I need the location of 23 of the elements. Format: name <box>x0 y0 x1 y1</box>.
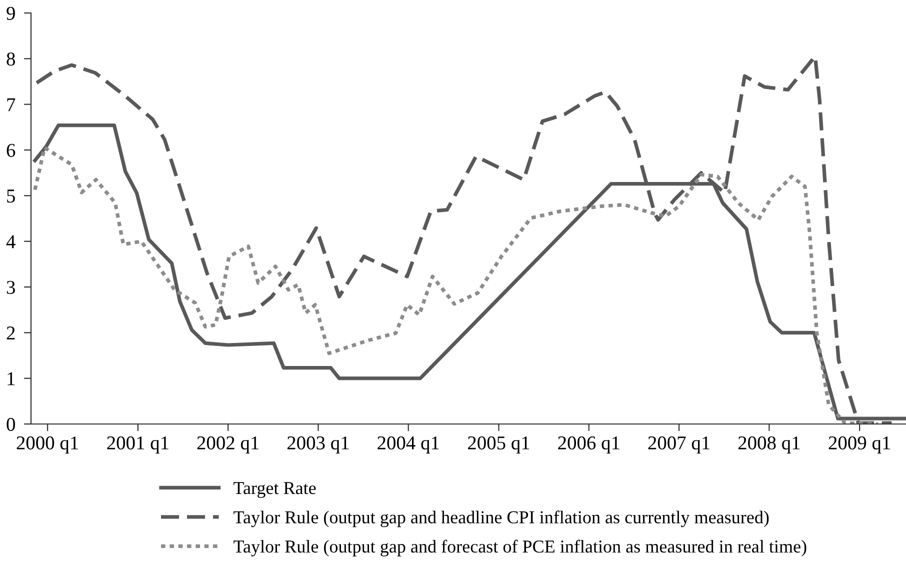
x-tick-label: 2003 q1 <box>287 436 349 454</box>
x-tick-label: 2005 q1 <box>468 436 530 454</box>
y-tick-label: 4 <box>6 235 16 248</box>
legend-label: Target Rate <box>234 482 316 498</box>
legend-label: Taylor Rule (output gap and forecast of PCE inflation as measured in real time) <box>234 540 806 556</box>
x-tick-label: 2006 q1 <box>558 436 620 454</box>
y-tick-label: 5 <box>7 190 15 203</box>
y-tick-label: 6 <box>6 144 16 157</box>
y-tick-label: 9 <box>6 6 15 20</box>
x-tick-label: 2008 q1 <box>738 436 800 454</box>
y-tick-label: 1 <box>8 372 15 386</box>
y-tick-label: 8 <box>6 52 15 66</box>
y-tick-label: 3 <box>6 280 15 294</box>
y-tick-label: 2 <box>6 326 15 340</box>
y-tick-label: 0 <box>6 418 15 431</box>
x-tick-label: 2001 q1 <box>107 436 168 454</box>
x-tick-label: 2004 q1 <box>378 436 439 454</box>
x-tick-label: 2007 q1 <box>648 436 710 454</box>
x-tick-label: 2009 q1 <box>828 436 890 454</box>
legend-label: Taylor Rule (output gap and headline CPI inflation as currently measured) <box>234 510 769 528</box>
x-tick-label: 2002 q1 <box>197 436 259 454</box>
x-tick-label: 2000 q1 <box>16 436 78 454</box>
y-tick-label: 7 <box>7 98 16 112</box>
